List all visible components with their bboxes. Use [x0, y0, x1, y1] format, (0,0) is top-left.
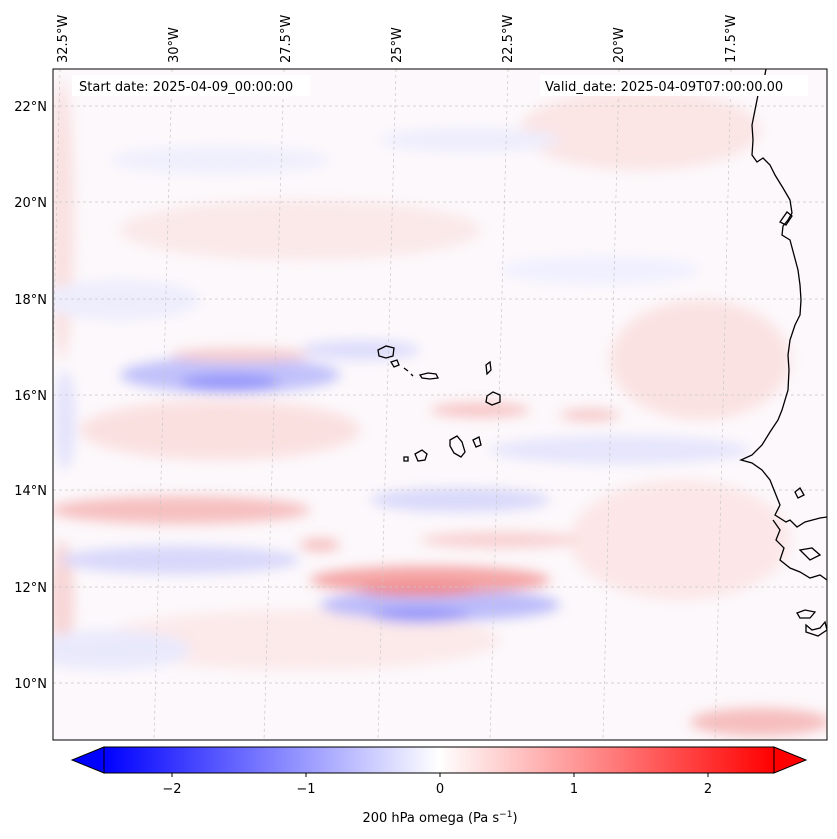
lat-label: 10°N [14, 677, 47, 692]
coastline [739, 69, 827, 637]
colorbar-max-extend [773, 746, 808, 774]
colorbar-tick: 0 [436, 782, 444, 797]
colorbar-label: 200 hPa omega (Pa s−1) [362, 810, 517, 826]
colorbar-label-sup: −1 [499, 810, 512, 820]
colorbar: −2 −1 0 1 2 200 hPa omega (Pa s−1) [70, 746, 808, 826]
start-date-text: Start date: 2025-04-09_00:00:00 [79, 80, 293, 95]
lon-label: 25°W [390, 27, 405, 63]
lat-label: 12°N [14, 581, 47, 596]
lat-label: 20°N [14, 196, 47, 211]
map-frame [52, 68, 828, 741]
lon-label: 27.5°W [279, 15, 294, 63]
colorbar-min-extend [70, 746, 105, 774]
valid-date-text: Valid_date: 2025-04-09T07:00:00.00 [545, 80, 783, 95]
cape-verde-islands [377, 345, 501, 462]
lon-label: 20°W [612, 27, 627, 63]
lat-label: 18°N [14, 293, 47, 308]
colorbar-tick: −1 [296, 782, 315, 797]
colorbar-tick: −2 [162, 782, 181, 797]
longitude-labels: 32.5°W 30°W 27.5°W 25°W 22.5°W 20°W 17.5… [56, 15, 739, 63]
lon-label: 30°W [167, 27, 182, 63]
valid-date-box [540, 75, 808, 96]
graticule [53, 69, 827, 740]
lon-label: 32.5°W [56, 15, 71, 63]
colorbar-label-main: 200 hPa omega (Pa s [362, 811, 499, 826]
colorbar-tick: 1 [570, 782, 578, 797]
start-date-box [72, 75, 310, 96]
omega-field [53, 69, 827, 740]
lat-label: 14°N [14, 484, 47, 499]
lat-label: 22°N [14, 100, 47, 115]
colorbar-gradient [103, 746, 775, 774]
latitude-labels: 22°N 20°N 18°N 16°N 14°N 12°N 10°N [14, 100, 47, 692]
lon-label: 17.5°W [724, 15, 739, 63]
lat-label: 16°N [14, 389, 47, 404]
colorbar-tick: 2 [704, 782, 712, 797]
lon-label: 22.5°W [501, 15, 516, 63]
colorbar-label-end: ) [512, 811, 517, 826]
